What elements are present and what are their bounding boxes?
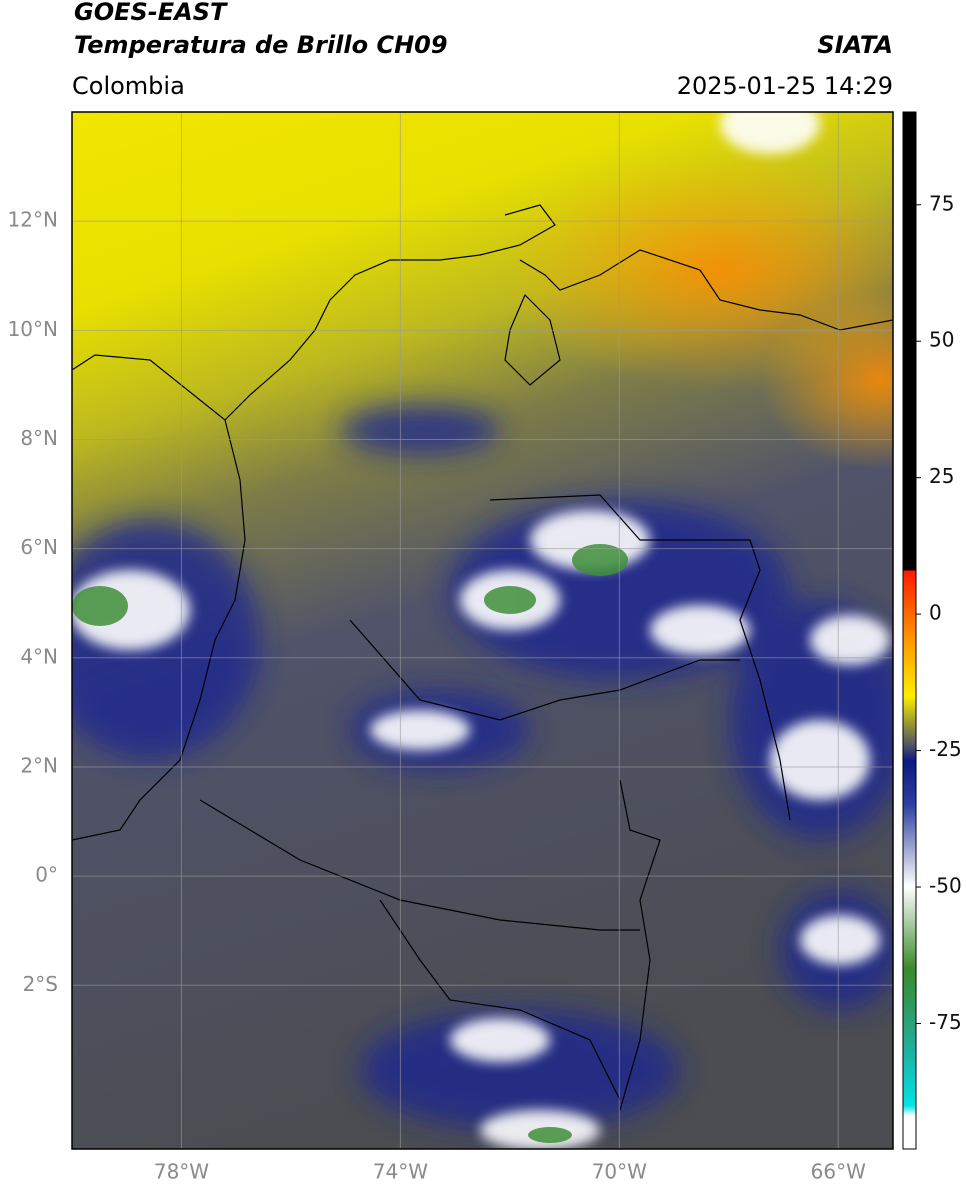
source: SIATA — [817, 31, 893, 59]
colorbar-tick-label: -75 — [929, 1010, 962, 1034]
title: GOES-EAST — [74, 0, 228, 26]
lon-tick-label: 78°W — [154, 1160, 209, 1184]
datetime: 2025-01-25 14:29 — [677, 72, 893, 100]
lat-tick-label: 0° — [35, 863, 58, 887]
colorbar-tick-label: 25 — [929, 464, 954, 488]
colorbar-tick-label: -50 — [929, 874, 962, 898]
colorbar-tick-label: -25 — [929, 737, 962, 761]
lat-tick-label: 6°N — [20, 535, 58, 559]
subtitle: Temperatura de Brillo CH09 — [74, 31, 448, 59]
lon-tick-label: 74°W — [373, 1160, 428, 1184]
region: Colombia — [72, 72, 185, 100]
satellite-image — [72, 112, 893, 1149]
colorbar-tick-label: 50 — [929, 328, 954, 352]
lat-tick-label: 10°N — [8, 317, 58, 341]
lat-tick-label: 12°N — [8, 208, 58, 232]
lon-tick-label: 70°W — [592, 1160, 647, 1184]
colorbar-tick-label: 75 — [929, 191, 954, 215]
lon-tick-label: 66°W — [811, 1160, 866, 1184]
lat-tick-label: 2°S — [23, 972, 58, 996]
colorbar-tick-label: 0 — [929, 601, 942, 625]
lat-tick-label: 8°N — [20, 426, 58, 450]
map-frame — [71, 111, 894, 1150]
lat-tick-label: 2°N — [20, 753, 58, 777]
colorbar — [902, 111, 917, 1150]
lat-tick-label: 4°N — [20, 644, 58, 668]
